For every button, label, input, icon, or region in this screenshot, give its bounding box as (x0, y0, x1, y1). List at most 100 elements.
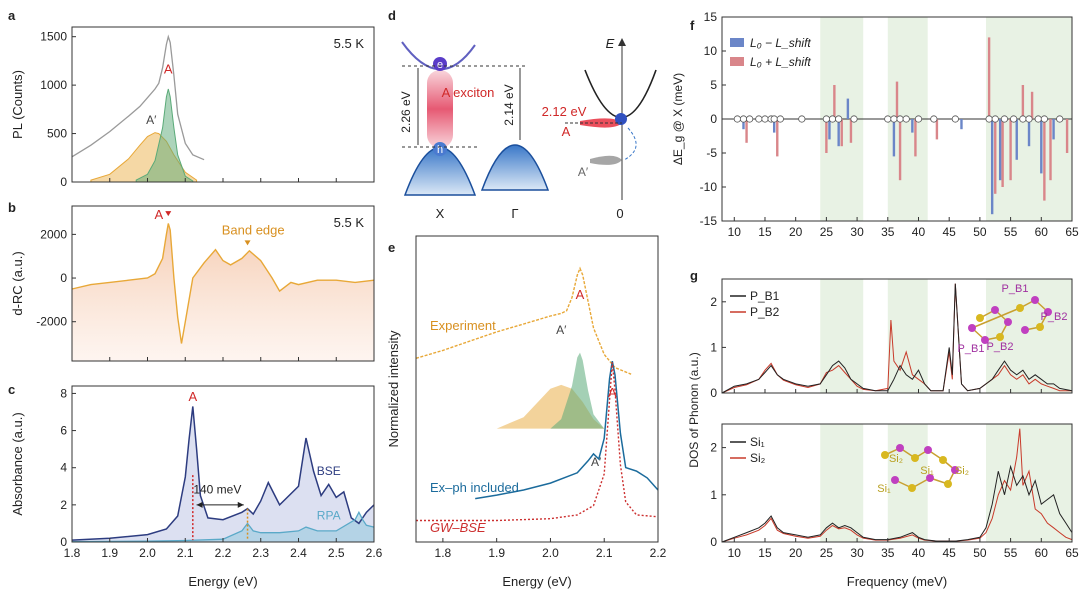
mode-marker (828, 115, 837, 123)
gw-bse-line (416, 362, 659, 522)
panel-e-x-tick-label: 2.0 (542, 546, 559, 560)
structure-label: P_B2 (987, 341, 1014, 353)
panel-a-frame (71, 26, 375, 183)
panel-g-x-tick-label: 45 (943, 546, 957, 560)
shaded-range (820, 424, 864, 542)
panel-f-x-tick-label: 10 (728, 225, 742, 239)
exciton-cloud (427, 70, 453, 148)
structure-label: Si₂ (889, 453, 903, 465)
shaded-range (820, 279, 864, 393)
atom-icon (939, 456, 947, 464)
a-marker-icon (165, 211, 172, 217)
rpa-label: RPA (317, 509, 341, 523)
band-edge-marker-icon (244, 240, 251, 246)
delta-bar (772, 119, 776, 133)
peak-label-a: A (154, 207, 163, 222)
atom-icon (991, 306, 999, 314)
parabola-band (584, 69, 657, 119)
panel-c-y-tick-label: 4 (60, 461, 67, 475)
gamma-point-label: Γ (511, 206, 518, 221)
panel-c-y-tick-label: 6 (60, 424, 67, 438)
panel-f-y-tick-label: -5 (706, 146, 717, 160)
mode-marker (884, 115, 892, 123)
panel-g-xlabel: Frequency (meV) (847, 574, 947, 589)
ex-ph-label: Ex–ph included (430, 480, 519, 495)
structure-label: Si₂ (955, 465, 969, 477)
delta-bar (960, 119, 963, 130)
panel-f-x-tick-label: 15 (758, 225, 772, 239)
delta-bar (895, 81, 899, 119)
delta-bar (776, 119, 779, 157)
delta-bar (892, 119, 896, 157)
peak-label-a: A (164, 62, 173, 77)
delta-bar (1065, 119, 1069, 153)
structure-label: P_B1 (958, 343, 985, 355)
a-prime-state-label: A′ (578, 165, 589, 179)
panel-g-frame (721, 278, 1073, 394)
delta-bar (1049, 119, 1052, 181)
structure-label: Si₁ (877, 483, 891, 495)
delta-bar (1021, 85, 1025, 119)
peak-label-a-prime: A′ (556, 323, 567, 337)
k-zero-label: 0 (616, 206, 623, 221)
atom-icon (1044, 308, 1052, 316)
delta-bar (990, 119, 994, 215)
legend-swatch (730, 38, 744, 47)
phonon-dos-line (721, 464, 1073, 543)
mode-marker (951, 115, 959, 123)
electron-icon (433, 57, 447, 71)
delta-bar (987, 37, 991, 119)
shaded-range (887, 279, 928, 393)
mode-marker (902, 115, 910, 123)
drc-area (72, 223, 374, 361)
delta-bar (1043, 119, 1046, 201)
panel-f-y-tick-label: -10 (700, 180, 718, 194)
delta-bar (1001, 119, 1004, 187)
delta-bar (745, 119, 748, 143)
panel-c-x-tick-label: 1.9 (101, 546, 118, 560)
panel-g-x-tick-label: 20 (789, 546, 803, 560)
panel-g-x-tick-label: 25 (820, 546, 834, 560)
delta-bar (849, 119, 853, 143)
mode-marker (985, 115, 993, 123)
atom-icon (996, 333, 1004, 341)
panel-g-x-tick-label: 55 (1004, 546, 1018, 560)
delta-bar (998, 119, 1002, 181)
mode-marker (1010, 115, 1018, 123)
panel-g-x-tick-label: 40 (912, 546, 926, 560)
atom-icon (911, 454, 919, 462)
peak-label-a-prime: A′ (591, 455, 602, 469)
panel-e-x-tick-label: 2.1 (596, 546, 613, 560)
pl-spectrum-line (71, 34, 205, 161)
panel-c-x-tick-label: 2.2 (215, 546, 232, 560)
panel-g-ylabel: DOS of Phonon (a.u.) (687, 352, 701, 467)
a-exciton-label: A exciton (442, 85, 495, 100)
mode-marker (755, 115, 763, 123)
atom-icon (908, 484, 916, 492)
mode-marker (896, 115, 904, 123)
bse-label: BSE (317, 464, 341, 478)
bse-area (72, 406, 374, 542)
panel-g-frame (721, 423, 1073, 543)
panel-letter: f (690, 18, 695, 33)
x-point-label: X (436, 206, 445, 221)
scattering-arrow (623, 127, 637, 161)
panel-b-y-tick-label: 0 (60, 271, 67, 285)
atom-icon (1031, 296, 1039, 304)
atom-icon (981, 336, 989, 344)
mode-marker (1000, 115, 1009, 123)
panel-g-y-tick-label: 1 (710, 340, 717, 354)
panel-g-y-tick-label: 0 (710, 386, 717, 400)
panel-g-x-tick-label: 50 (973, 546, 987, 560)
energy-gap-label: 140 meV (193, 483, 241, 497)
panel-g-y-tick-label: 2 (710, 295, 717, 309)
atom-icon (924, 446, 932, 454)
experiment-line (415, 266, 632, 375)
delta-bar (1015, 119, 1018, 160)
mode-marker (890, 115, 898, 123)
band-edge-label: Band edge (222, 222, 285, 237)
atom-icon (926, 474, 934, 482)
mode-marker (746, 115, 754, 123)
temperature-label: 5.5 K (334, 36, 365, 51)
panel-f-x-tick-label: 60 (1035, 225, 1049, 239)
